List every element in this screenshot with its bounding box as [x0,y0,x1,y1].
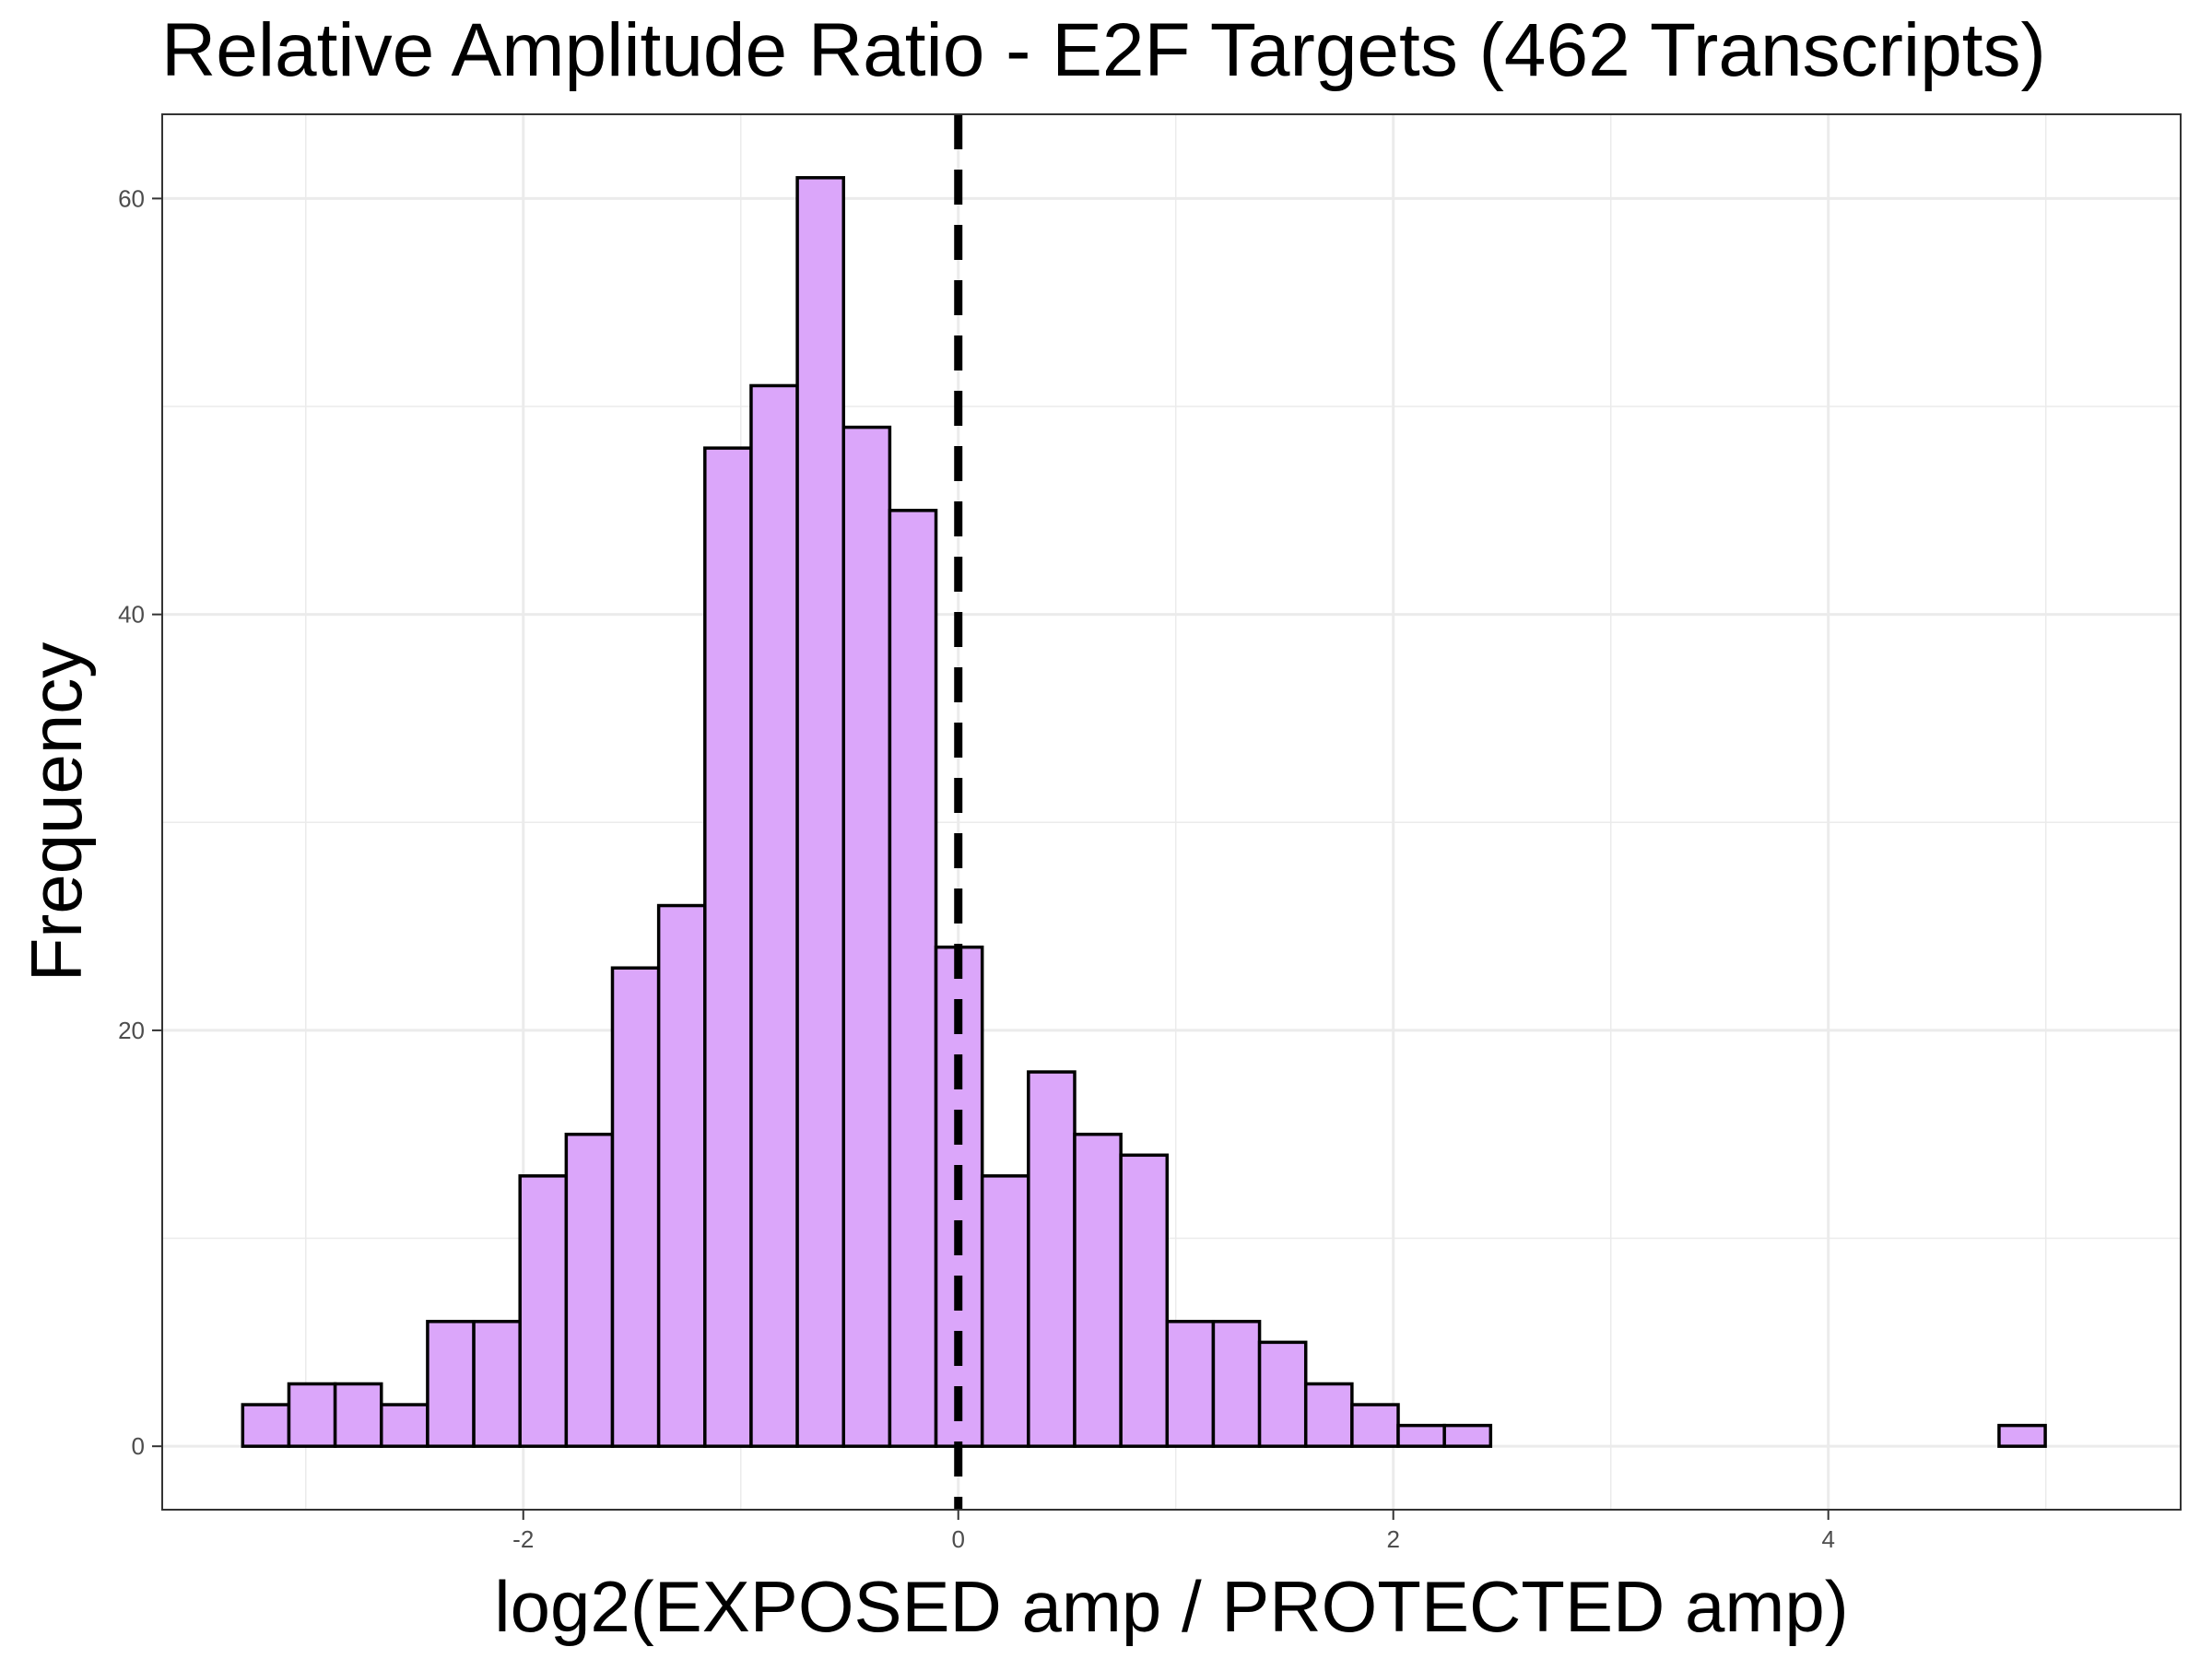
histogram-bar [380,1403,429,1448]
histogram-bar [333,1382,383,1448]
histogram-bar [1211,1320,1262,1448]
panel-border [161,113,2182,1511]
histogram-bar [1350,1403,1400,1448]
y-tick-label: 20 [118,1017,145,1044]
x-tick-label: -2 [512,1525,534,1553]
histogram-bar [1119,1153,1170,1448]
histogram-bar [1027,1070,1077,1448]
histogram-bar [1165,1320,1216,1448]
histogram-bar [841,425,892,1448]
histogram-bar [888,509,938,1448]
x-tick-label: 0 [951,1525,964,1553]
x-axis-title: log2(EXPOSED amp / PROTECTED amp) [494,1566,1848,1647]
histogram-bar [426,1320,476,1448]
histogram-bar [980,1174,1030,1448]
histogram-bar [795,176,845,1448]
chart-title: Relative Amplitude Ratio - E2F Targets (… [161,8,2046,92]
histogram-bar [287,1382,337,1448]
x-tick-label: 2 [1386,1525,1399,1553]
histogram-bar [472,1320,522,1448]
histogram-bar [1442,1423,1493,1448]
histogram-bar [1303,1382,1354,1448]
histogram-bar [518,1174,569,1448]
histogram-bar [1257,1340,1308,1448]
histogram-bar [564,1132,615,1448]
grid-lines [162,114,2181,1510]
y-axis-title: Frequency [16,642,97,982]
y-tick-label: 0 [132,1432,145,1460]
histogram-bar [703,446,753,1448]
x-tick-label: 4 [1821,1525,1834,1553]
histogram-bar [1997,1423,2047,1448]
histogram-bar [241,1403,291,1448]
histogram-bar [1073,1132,1123,1448]
histogram-bar [1396,1423,1446,1448]
histogram-bars [241,176,2047,1448]
y-tick-label: 60 [118,184,145,212]
histogram-bar [656,903,707,1448]
histogram-bar [749,383,799,1448]
y-tick-label: 40 [118,601,145,629]
histogram-bar [610,966,661,1448]
